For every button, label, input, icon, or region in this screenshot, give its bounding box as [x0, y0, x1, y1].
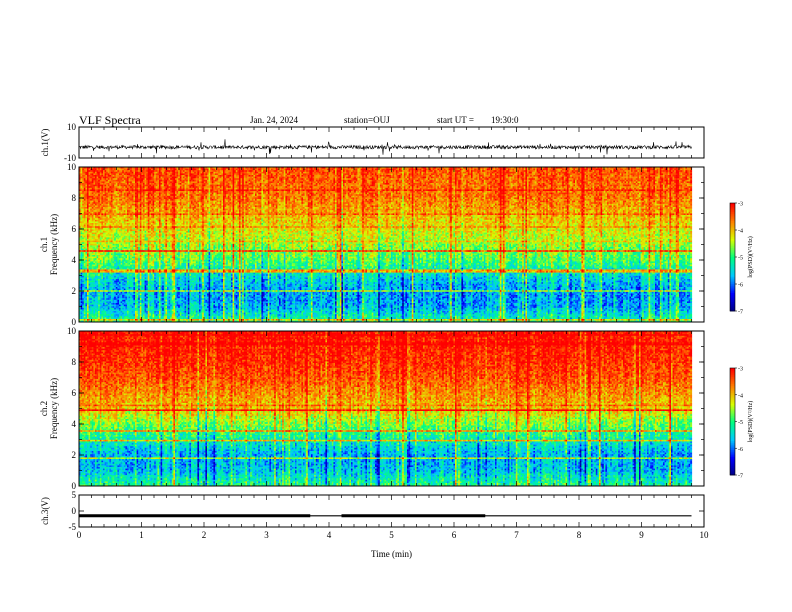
y-tick-label: 10 — [67, 122, 77, 132]
ch1-waveform-line — [79, 139, 692, 154]
ch1-y-label: ch.1(V) — [40, 129, 50, 157]
ch1-spectrogram-heatmap-cells — [79, 167, 692, 323]
